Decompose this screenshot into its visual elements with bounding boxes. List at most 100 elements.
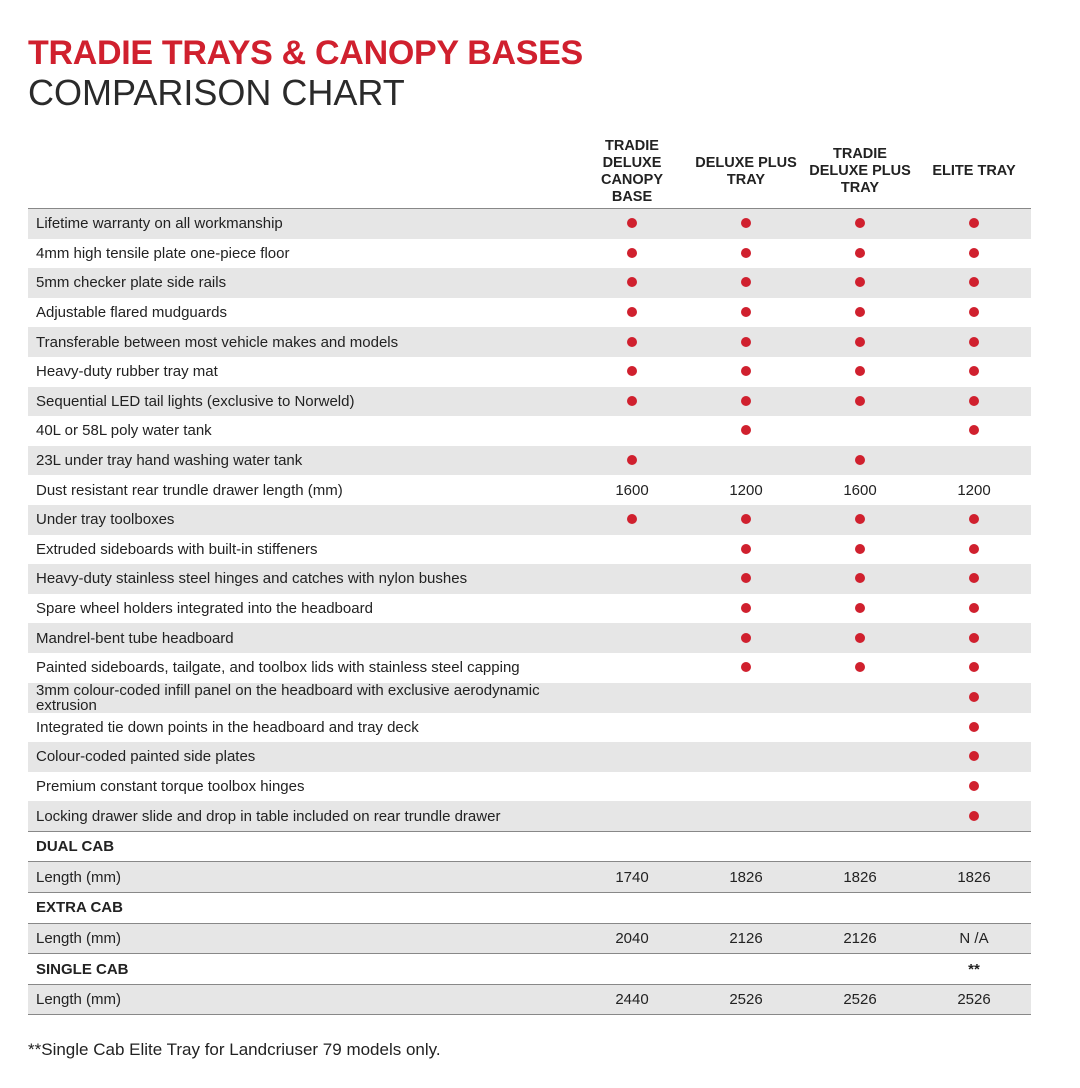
cell [917, 892, 1031, 924]
cell [689, 416, 803, 446]
dot [855, 662, 865, 673]
row-label: Colour-coded painted side plates [28, 742, 575, 772]
header-cell [28, 135, 575, 209]
cell [689, 594, 803, 624]
dot [969, 336, 979, 347]
cell [917, 713, 1031, 743]
cell [917, 327, 1031, 357]
dot [969, 810, 979, 821]
cell [575, 535, 689, 565]
row: Sequential LED tail lights (exclusive to… [28, 386, 1031, 417]
cell [575, 713, 689, 743]
cell [803, 208, 917, 239]
row-label: Mandrel-bent tube headboard [28, 623, 575, 653]
dot [855, 514, 865, 525]
cell [689, 742, 803, 772]
row: 23L under tray hand washing water tank [28, 445, 1031, 476]
cell [689, 268, 803, 298]
cell [689, 682, 803, 713]
dot [969, 277, 979, 288]
row-label: Locking drawer slide and drop in table i… [28, 801, 575, 832]
section-title: DUAL CAB [28, 830, 575, 862]
row: 3mm colour-coded infill panel on the hea… [28, 682, 1031, 713]
cell: 1200 [957, 481, 991, 499]
row-label: 3mm colour-coded infill panel on the hea… [28, 682, 575, 713]
row: Under tray toolboxes [28, 504, 1031, 535]
cell [575, 504, 689, 535]
dot [969, 514, 979, 525]
dot [855, 336, 865, 347]
cell: N /A [917, 922, 1031, 955]
cell [575, 298, 689, 328]
cell: 1200 [729, 481, 763, 499]
row-label: Adjustable flared mudguards [36, 304, 227, 322]
cell [575, 742, 689, 772]
section-row: EXTRA CAB [28, 892, 1031, 924]
cell [917, 682, 1031, 713]
cell [689, 653, 803, 683]
cell [689, 208, 803, 239]
dot [969, 721, 979, 732]
cell [917, 653, 1031, 683]
dot [741, 632, 751, 643]
dot [969, 751, 979, 762]
cell [917, 239, 1031, 269]
dot [855, 395, 865, 406]
dot [855, 543, 865, 554]
cell [803, 239, 917, 269]
dot [627, 395, 637, 406]
cell [689, 504, 803, 535]
cell: 2526 [917, 983, 1031, 1016]
row: Mandrel-bent tube headboard [28, 623, 1031, 653]
dot [741, 425, 751, 436]
cell: ** [917, 953, 1031, 985]
cell: 1826 [917, 861, 1031, 894]
cell [917, 268, 1031, 298]
dot [627, 455, 637, 466]
cell [803, 357, 917, 387]
row: 4mm high tensile plate one-piece floor [28, 239, 1031, 269]
cell [575, 623, 689, 653]
cell [689, 772, 803, 802]
row: Dust resistant rear trundle drawer lengt… [28, 475, 1031, 505]
dot [627, 218, 637, 229]
cell [689, 801, 803, 832]
cell [803, 713, 917, 743]
cell [575, 830, 689, 862]
row: Painted sideboards, tailgate, and toolbo… [28, 653, 1031, 683]
row-label: 4mm high tensile plate one-piece floor [36, 244, 290, 262]
row: Heavy-duty rubber tray mat [28, 357, 1031, 387]
cell [575, 653, 689, 683]
cell [803, 327, 917, 357]
length-row: Length (mm) 1740 1826 1826 1826 [28, 861, 1031, 894]
dot [969, 603, 979, 614]
cell [575, 445, 689, 476]
dot [969, 543, 979, 554]
row-label: Heavy-duty stainless steel hinges and ca… [28, 564, 575, 594]
cell [917, 504, 1031, 535]
dot [969, 632, 979, 643]
dot [627, 514, 637, 525]
cell: 2126 [803, 922, 917, 955]
cell [803, 416, 917, 446]
cell [575, 327, 689, 357]
cell: 1826 [689, 861, 803, 894]
dot [741, 366, 751, 377]
cell [575, 208, 689, 239]
cell [803, 268, 917, 298]
section-row: SINGLE CAB ** [28, 953, 1031, 985]
cell [689, 535, 803, 565]
dot [741, 543, 751, 554]
cell [917, 623, 1031, 653]
dot [855, 277, 865, 288]
dot [969, 307, 979, 318]
dot [969, 395, 979, 406]
cell [803, 682, 917, 713]
cell [803, 504, 917, 535]
dot [969, 366, 979, 377]
column-header: TRADIE DELUXE CANOPY BASE [575, 135, 689, 209]
dot [627, 277, 637, 288]
cell [575, 268, 689, 298]
section-row: DUAL CAB [28, 830, 1031, 862]
